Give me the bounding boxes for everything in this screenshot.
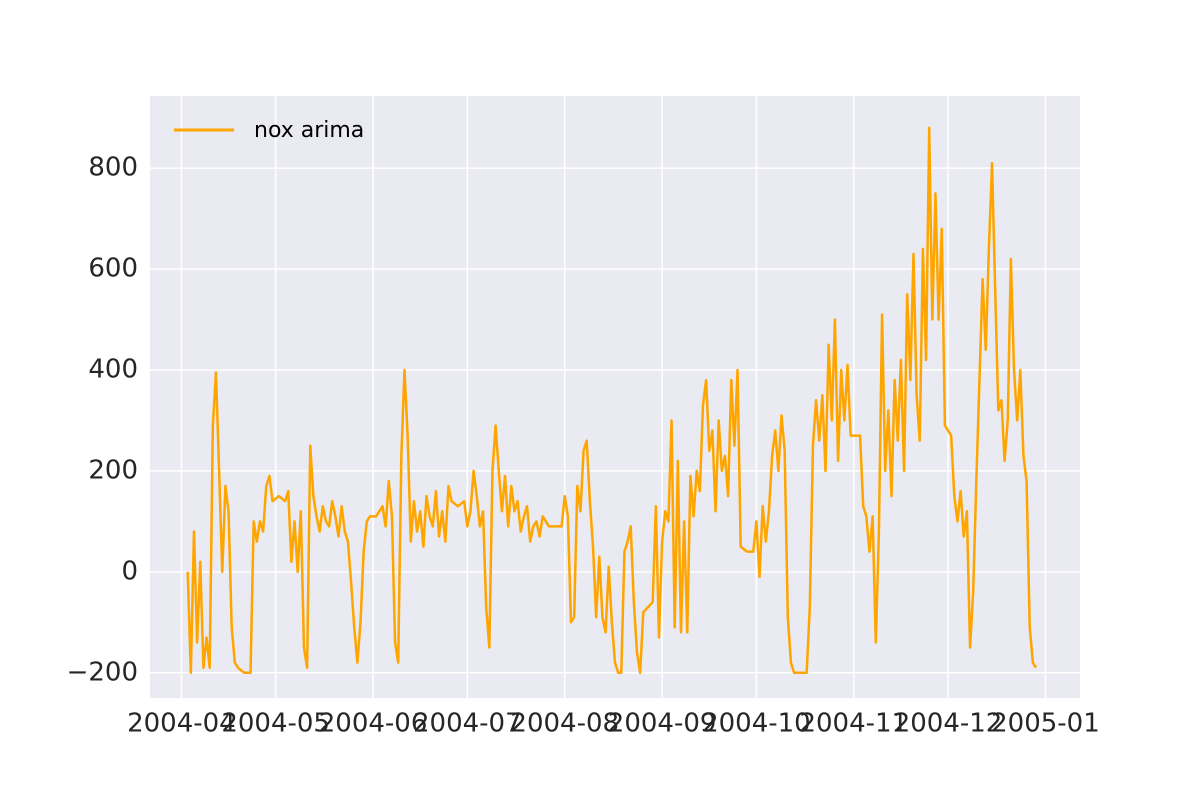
x-tick-label: 2005-01 xyxy=(991,709,1100,739)
series-line xyxy=(186,126,1038,675)
x-tick-label: 2004-04 xyxy=(127,709,236,739)
legend-label: nox arima xyxy=(254,118,364,143)
legend: nox arima xyxy=(174,118,364,143)
y-tick-label: 200 xyxy=(88,455,138,485)
y-tick-label: 0 xyxy=(121,556,138,586)
ticks: 2004-042004-052004-062004-072004-082004-… xyxy=(67,153,1100,739)
x-tick-label: 2004-09 xyxy=(608,709,717,739)
x-tick-label: 2004-08 xyxy=(510,709,619,739)
y-tick-label: 600 xyxy=(88,254,138,284)
x-tick-label: 2004-07 xyxy=(413,709,522,739)
grid xyxy=(150,96,1080,698)
x-tick-label: 2004-11 xyxy=(799,709,908,739)
x-tick-label: 2004-06 xyxy=(319,709,428,739)
x-tick-label: 2004-12 xyxy=(894,709,1003,739)
plot-area xyxy=(150,96,1080,698)
y-tick-label: −200 xyxy=(67,657,138,687)
lines xyxy=(186,126,1038,675)
y-tick-label: 800 xyxy=(88,153,138,183)
x-tick-label: 2004-05 xyxy=(221,709,330,739)
x-tick-label: 2004-10 xyxy=(702,709,811,739)
y-tick-label: 400 xyxy=(88,355,138,385)
